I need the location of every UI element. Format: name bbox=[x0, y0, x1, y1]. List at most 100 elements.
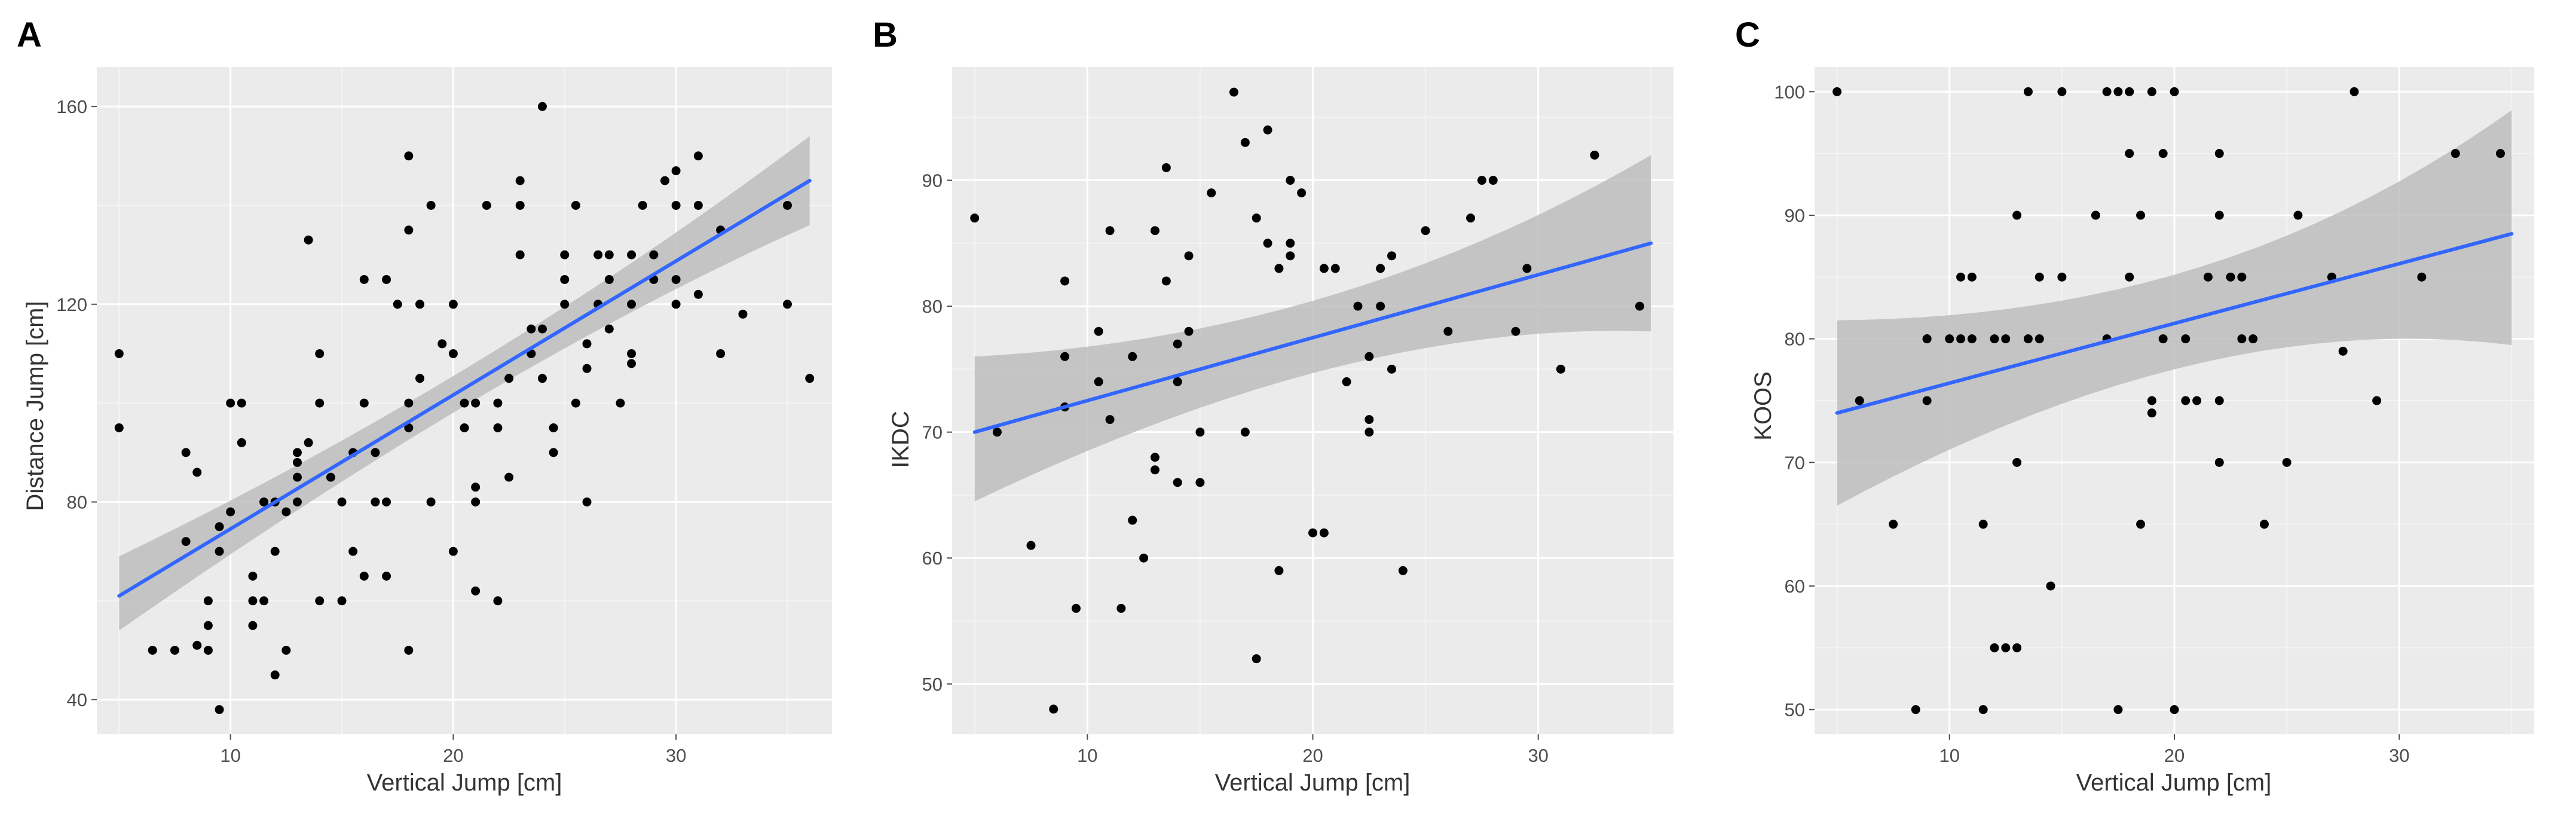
panel-b-y-tick-label: 50 bbox=[922, 674, 943, 695]
panel-a-data-point bbox=[693, 289, 703, 299]
panel-c-data-point bbox=[2349, 87, 2359, 96]
panel-c-data-point bbox=[1967, 334, 1977, 344]
panel-a-data-point bbox=[203, 621, 213, 630]
panel-b-data-point bbox=[1342, 377, 1351, 386]
panel-a-data-point bbox=[627, 359, 637, 368]
panel-a-data-point bbox=[404, 423, 414, 432]
panel-b-y-tick-label: 90 bbox=[922, 170, 943, 191]
panel-b-data-point bbox=[1184, 326, 1194, 336]
panel-a-data-point bbox=[337, 497, 347, 506]
panel-a-data-point bbox=[304, 438, 313, 447]
panel-c-data-point bbox=[1922, 396, 1932, 405]
panel-a-data-point bbox=[192, 640, 202, 650]
panel-a-data-point bbox=[270, 547, 280, 556]
panel-a-data-point bbox=[337, 596, 347, 606]
panel-a-data-point bbox=[292, 448, 302, 457]
panel-b-data-point bbox=[1387, 251, 1397, 261]
panel-a-data-point bbox=[604, 250, 614, 260]
panel-b-data-point bbox=[1195, 428, 1205, 437]
panel-c-data-point bbox=[2260, 520, 2269, 529]
panel-c-data-point bbox=[2282, 457, 2292, 467]
panel-a: A 10 20 30 40 80 120 160 Vertical Jump [cm] Di… bbox=[17, 16, 832, 796]
panel-a-data-point bbox=[582, 364, 592, 373]
panel-c-data-point bbox=[2237, 272, 2247, 282]
panel-a-y-tick-label: 80 bbox=[67, 492, 87, 512]
panel-a-data-point bbox=[660, 176, 669, 185]
panel-b-data-point bbox=[1330, 264, 1340, 273]
panel-b-data-point bbox=[1116, 603, 1126, 613]
panel-a-data-point bbox=[237, 438, 246, 447]
panel-c-data-point bbox=[2012, 643, 2022, 652]
panel-a-data-point bbox=[382, 571, 391, 581]
panel-c-data-point bbox=[2293, 210, 2303, 220]
panel-a-data-point bbox=[515, 250, 525, 260]
panel-a-data-point bbox=[537, 324, 547, 334]
panel-c-data-point bbox=[2113, 705, 2123, 715]
panel-c-data-point bbox=[2147, 87, 2156, 96]
panel-b-data-point bbox=[1173, 339, 1182, 349]
panel-b-y-tick-label: 70 bbox=[922, 422, 943, 443]
panel-a-data-point bbox=[471, 586, 481, 596]
panel-a-data-point bbox=[215, 705, 224, 715]
panel-a-x-tick-label: 10 bbox=[220, 745, 240, 766]
panel-b-data-point bbox=[1398, 566, 1408, 575]
panel-b-data-point bbox=[1252, 654, 1261, 664]
panel-a-data-point bbox=[671, 274, 681, 284]
panel-a-data-point bbox=[571, 200, 580, 210]
panel-a-data-point bbox=[537, 374, 547, 383]
panel-b-data-point bbox=[1195, 478, 1205, 487]
panel-b-y-tick-label: 80 bbox=[922, 296, 943, 317]
panel-c-data-point bbox=[2248, 334, 2258, 344]
panel-b-data-point bbox=[1365, 352, 1374, 361]
panel-a-data-point bbox=[292, 497, 302, 506]
panel-b-x-tick-label: 30 bbox=[1528, 745, 1548, 766]
panel-b-data-point bbox=[1071, 603, 1081, 613]
panel-a-data-point bbox=[782, 300, 792, 309]
panel-a-data-point bbox=[638, 200, 647, 210]
panel-b: B 10 20 30 50 60 70 80 90 Vertical Jump [cm] IK… bbox=[873, 16, 1674, 796]
panel-a-data-point bbox=[237, 398, 246, 408]
panel-c-data-point bbox=[2046, 581, 2055, 591]
panel-letter-a: A bbox=[17, 16, 42, 54]
panel-a-data-point bbox=[404, 398, 414, 408]
panel-a-data-point bbox=[215, 547, 224, 556]
panel-a-data-point bbox=[393, 300, 402, 309]
panel-a-data-point bbox=[571, 398, 580, 408]
panel-b-data-point bbox=[1060, 276, 1070, 286]
panel-a-data-point bbox=[114, 423, 124, 432]
panel-c-data-point bbox=[2102, 87, 2112, 96]
panel-b-data-point bbox=[1443, 326, 1453, 336]
panel-a-data-point bbox=[282, 507, 291, 517]
panel-b-x-tick-label: 20 bbox=[1302, 745, 1323, 766]
panel-b-data-point bbox=[1229, 87, 1238, 97]
panel-c-data-point bbox=[2170, 87, 2179, 96]
panel-c-data-point bbox=[2192, 396, 2202, 405]
panel-b-x-tick-label: 10 bbox=[1077, 745, 1097, 766]
panel-b-data-point bbox=[1421, 226, 1430, 236]
panel-c-data-point bbox=[1889, 520, 1898, 529]
panel-c-data-point bbox=[1978, 705, 1988, 715]
panel-b-data-point bbox=[1556, 364, 1565, 374]
panel-b-data-point bbox=[1105, 226, 1115, 236]
panel-a-y-tick-label: 40 bbox=[67, 689, 87, 710]
panel-c-y-tick-label: 100 bbox=[1774, 81, 1805, 102]
panel-b-data-point bbox=[1049, 704, 1058, 714]
panel-a-data-point bbox=[315, 349, 325, 358]
panel-a-data-point bbox=[215, 522, 224, 532]
panel-a-data-point bbox=[593, 250, 603, 260]
panel-c-data-point bbox=[2035, 334, 2044, 344]
panel-b-data-point bbox=[1161, 276, 1171, 286]
panel-a-data-point bbox=[537, 102, 547, 111]
panel-b-data-point bbox=[1477, 176, 1486, 185]
panel-c-data-point bbox=[2417, 272, 2427, 282]
panel-a-data-point bbox=[515, 176, 525, 185]
panel-a-data-point bbox=[203, 596, 213, 606]
panel-a-data-point bbox=[604, 274, 614, 284]
panel-a-data-point bbox=[415, 300, 424, 309]
panel-a-data-point bbox=[627, 250, 637, 260]
panel-b-data-point bbox=[1365, 428, 1374, 437]
panel-c-data-point bbox=[2170, 705, 2179, 715]
panel-c-data-point bbox=[2057, 87, 2067, 96]
panel-a-data-point bbox=[560, 250, 570, 260]
panel-c-data-point bbox=[1922, 334, 1932, 344]
